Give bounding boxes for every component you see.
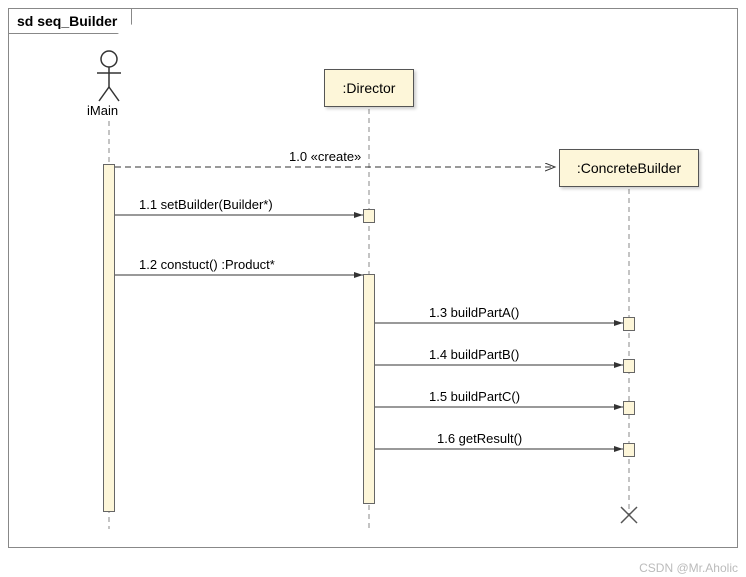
actor-icon [97, 51, 121, 101]
activation-cb-1 [623, 317, 635, 331]
actor-label: iMain [87, 103, 118, 118]
msg-buildpartc: 1.5 buildPartC() [429, 389, 520, 404]
activation-director-small [363, 209, 375, 223]
activation-cb-3 [623, 401, 635, 415]
msg-create: 1.0 «create» [289, 149, 361, 164]
sequence-diagram-frame: sd seq_Builder [8, 8, 738, 548]
msg-buildparta: 1.3 buildPartA() [429, 305, 519, 320]
watermark: CSDN @Mr.Aholic [639, 561, 738, 575]
msg-getresult: 1.6 getResult() [437, 431, 522, 446]
activation-cb-4 [623, 443, 635, 457]
object-concretebuilder: :ConcreteBuilder [559, 149, 699, 187]
msg-buildpartb: 1.4 buildPartB() [429, 347, 519, 362]
activation-imain [103, 164, 115, 512]
activation-director [363, 274, 375, 504]
msg-construct: 1.2 constuct() :Product* [139, 257, 275, 272]
msg-setbuilder: 1.1 setBuilder(Builder*) [139, 197, 273, 212]
frame-title: sd seq_Builder [9, 9, 132, 34]
object-director: :Director [324, 69, 414, 107]
activation-cb-2 [623, 359, 635, 373]
